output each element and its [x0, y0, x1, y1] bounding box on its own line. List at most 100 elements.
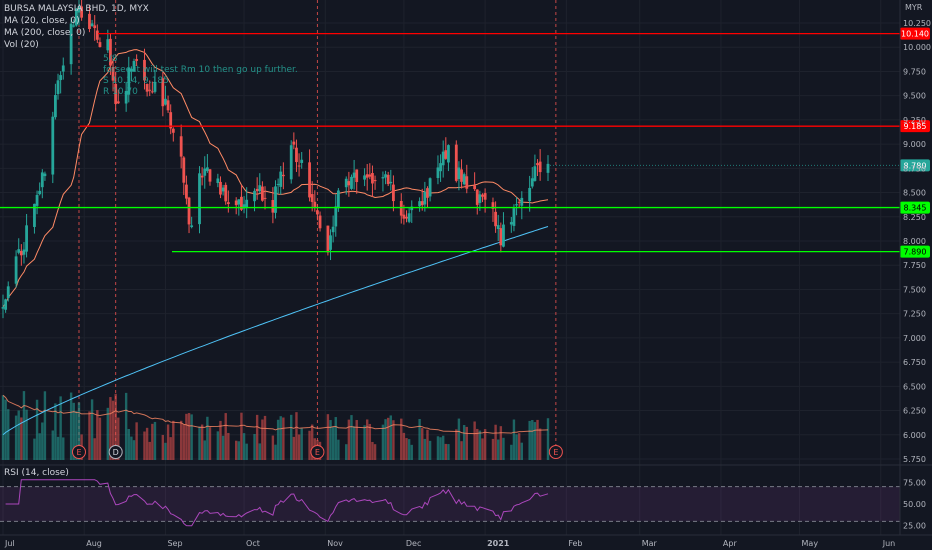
volume-bar	[106, 407, 110, 460]
legend-symbol[interactable]: BURSA MALAYSIA BHD, 1D, MYX	[4, 4, 149, 14]
rsi-legend[interactable]: RSI (14, close)	[4, 468, 69, 478]
candle-body	[295, 147, 298, 163]
horizontal-levels[interactable]: 10.140 9.185 8.345 7.890 8.780	[0, 27, 930, 258]
volume-bar	[455, 429, 458, 460]
volume-bar	[135, 422, 138, 460]
volume-bar	[59, 396, 62, 460]
time-tick-label: Mar	[642, 539, 658, 548]
volume-bar	[481, 438, 484, 460]
volume-bar	[117, 417, 120, 460]
time-tick-label: Nov	[327, 539, 343, 548]
candle-body	[279, 171, 283, 187]
legend-ma20[interactable]: MA (20, close, 0)	[4, 16, 80, 26]
volume-bar	[245, 443, 248, 460]
volume-bar	[517, 433, 521, 460]
candle-body	[198, 173, 201, 225]
volume-bar	[98, 417, 102, 460]
volume-bar	[255, 414, 259, 460]
candle-body	[371, 173, 374, 184]
volume-bar	[7, 409, 10, 460]
volume-bar	[109, 397, 112, 460]
candle-body	[224, 184, 228, 202]
volume-bar	[200, 424, 204, 460]
volume-bar	[62, 437, 65, 460]
volume-bar	[400, 418, 403, 460]
volume-bar	[295, 412, 298, 460]
price-tick-label: 8.000	[903, 237, 926, 246]
candle-body	[6, 286, 10, 299]
price-tick-label: 9.250	[903, 116, 926, 125]
candle-body	[530, 178, 534, 187]
volume-bar	[483, 429, 487, 460]
candle-body	[77, 6, 81, 13]
volume-bar	[182, 424, 185, 460]
candle-body	[187, 197, 191, 225]
volume-bar	[531, 419, 534, 460]
volume-bar	[460, 441, 463, 460]
price-tick-label: 6.000	[903, 431, 926, 440]
event-marker-label: D	[113, 448, 119, 457]
candle-body	[447, 145, 450, 163]
volume-bar	[111, 400, 115, 460]
level-badge-label: 7.890	[904, 248, 927, 257]
candle-body	[297, 165, 301, 167]
volume-bar	[148, 441, 151, 460]
candle-body	[515, 204, 518, 206]
candle-body	[143, 59, 146, 81]
candle-body	[389, 181, 393, 184]
volume-bar	[423, 438, 427, 460]
volume-bar	[462, 425, 466, 460]
level-badge	[900, 27, 930, 40]
candle-body	[318, 215, 322, 229]
volume-bar	[386, 417, 390, 460]
rsi-pane	[0, 479, 900, 527]
candle-body	[546, 163, 550, 173]
price-tick-label: 5.750	[903, 455, 926, 464]
legend-vol[interactable]: Vol (20)	[4, 40, 39, 50]
rsi-tick-label: 25.00	[903, 522, 926, 531]
legend-ma200[interactable]: MA (200, close, 0)	[4, 28, 86, 38]
time-tick-label: May	[802, 539, 819, 548]
price-tick-label: 7.750	[903, 261, 926, 270]
volume-bar	[276, 419, 280, 460]
candle-body	[135, 59, 139, 61]
volume-bar	[536, 419, 539, 460]
volume-bar	[166, 424, 170, 460]
level-badge-label: 10.140	[901, 30, 929, 39]
price-tick-label: 6.750	[903, 358, 926, 367]
candle-body	[171, 128, 175, 133]
candle-body	[481, 194, 484, 197]
candle-body	[200, 175, 204, 178]
candle-body	[410, 206, 414, 211]
volume-bar	[478, 430, 482, 460]
volume-bar	[17, 410, 20, 460]
candle-body	[164, 98, 167, 105]
volume-bar	[263, 415, 267, 460]
candle-body	[517, 201, 521, 203]
candle-body	[407, 213, 411, 222]
candle-body	[109, 38, 112, 66]
candle-body	[439, 163, 442, 172]
candle-body	[536, 163, 539, 166]
volume-bar	[93, 438, 96, 460]
event-marker	[310, 445, 325, 459]
candle-body	[216, 178, 220, 183]
volume-bar	[274, 444, 277, 460]
volume-bar	[410, 444, 413, 460]
candle-body	[271, 200, 275, 213]
candle-body	[203, 168, 207, 176]
candle-body	[355, 169, 359, 183]
volume-bar	[234, 440, 238, 460]
volume-bar	[224, 413, 227, 460]
candle-body	[331, 226, 335, 233]
candle-body	[93, 25, 97, 29]
time-tick-label: Jun	[882, 539, 896, 548]
volume-bar	[428, 440, 432, 460]
candle-body	[386, 174, 390, 185]
candle-body	[61, 65, 65, 72]
volume-bar	[389, 415, 392, 460]
candle-body	[454, 144, 458, 181]
